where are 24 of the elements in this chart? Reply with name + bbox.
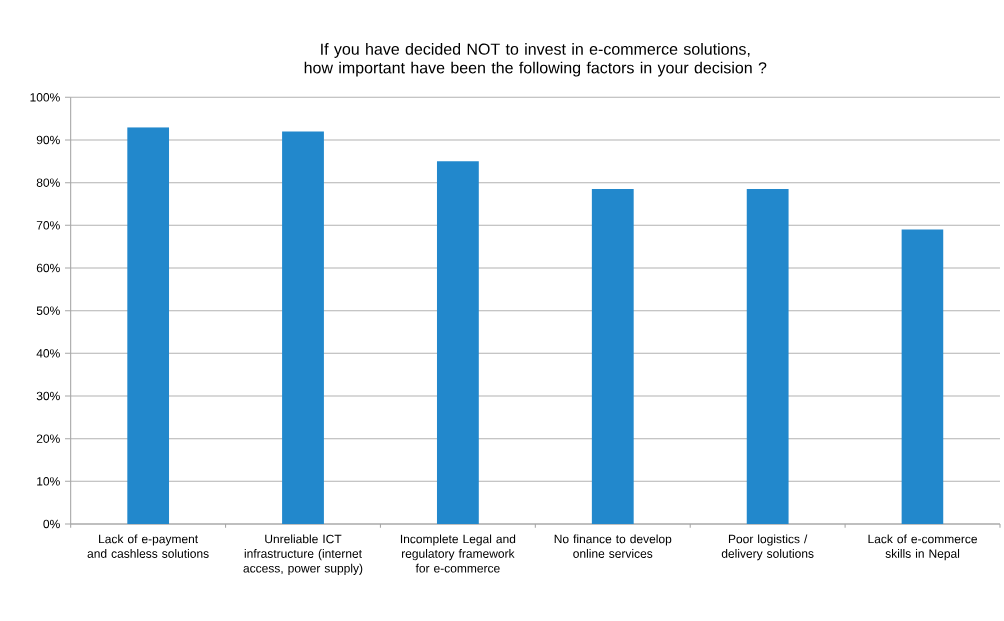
y-tick-label: 20%: [36, 434, 60, 443]
x-tick-label: Incomplete Legal and regulatory framework for e-commerce: [400, 534, 516, 573]
x-tick-label: Lack of e-payment and cashless solutions: [87, 534, 209, 558]
bar: [746, 188, 789, 524]
x-tick-label: Unreliable ICT infrastructure (internet access, power supply): [243, 534, 363, 575]
bar: [282, 131, 324, 524]
chart-title: If you have decided NOT to invest in e-commerce solutions, how important have been the following factors in your decision ?: [304, 42, 767, 77]
bar: [901, 229, 944, 524]
y-tick-label: 60%: [36, 263, 60, 273]
x-tick-label: Poor logistics / delivery solutions: [721, 534, 814, 561]
bar: [591, 188, 634, 524]
x-tick-label: Lack of e-commerce skills in Nepal: [868, 534, 978, 561]
y-tick-label: 0%: [43, 519, 60, 529]
bar: [436, 161, 479, 524]
x-tick-label: No finance to develop online services: [554, 534, 672, 558]
y-tick-label: 100%: [30, 92, 60, 102]
bar: [127, 127, 170, 524]
y-tick-label: 90%: [36, 135, 60, 145]
y-tick-label: 80%: [36, 178, 60, 187]
y-tick-label: 40%: [36, 348, 60, 358]
y-tick-label: 70%: [36, 220, 60, 230]
y-tick-label: 50%: [36, 306, 60, 315]
y-tick-label: 10%: [37, 476, 60, 486]
y-tick-label: 30%: [36, 391, 60, 401]
